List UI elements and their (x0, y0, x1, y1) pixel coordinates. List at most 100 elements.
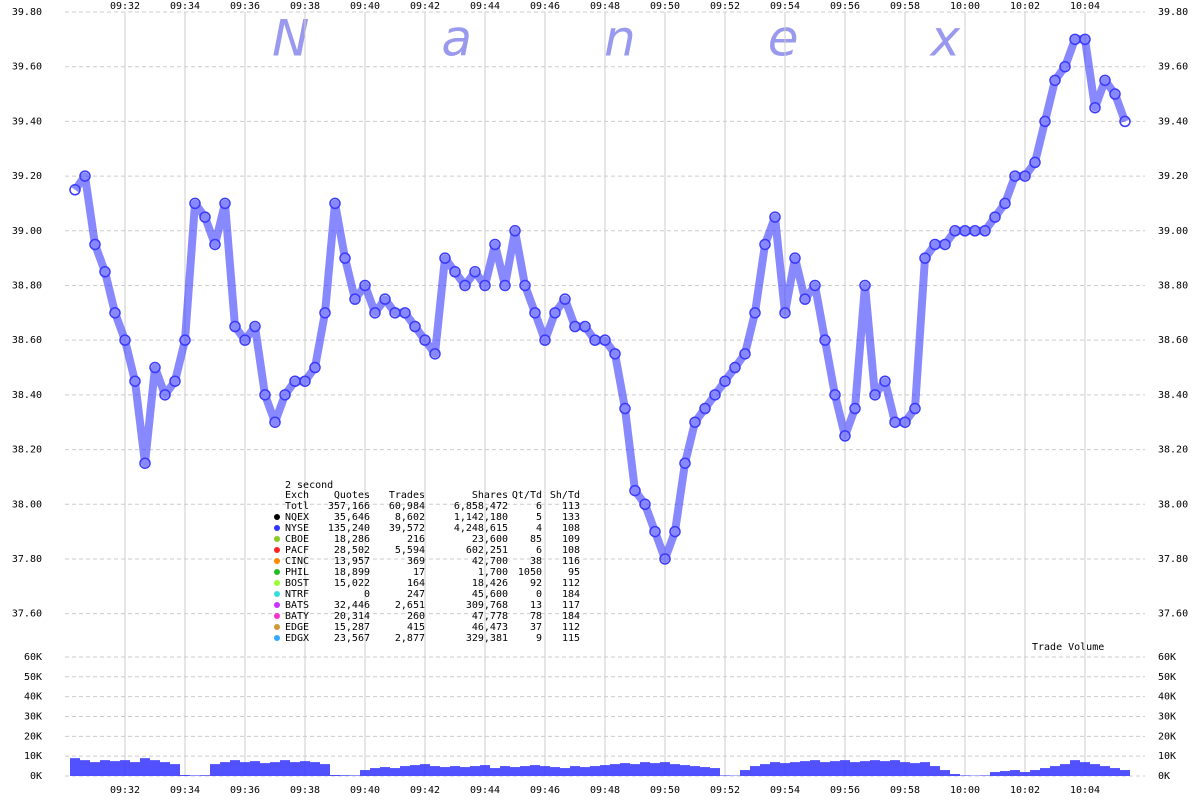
legend-cell: BOST (285, 578, 309, 589)
volume-bar (720, 775, 730, 776)
x-tick-label-bottom: 09:34 (170, 785, 200, 796)
price-point (79, 170, 91, 182)
legend-cell: 113 (562, 501, 580, 512)
volume-bar (1000, 771, 1010, 776)
volume-bar (510, 767, 520, 776)
price-point (919, 252, 931, 264)
volume-bar (890, 760, 900, 776)
x-tick-label-top: 09:40 (350, 1, 380, 12)
volume-tick-label-left: 40K (24, 692, 42, 703)
price-point (509, 225, 521, 237)
volume-bar (1040, 768, 1050, 776)
legend-cell: PACF (285, 545, 309, 556)
legend-cell: 112 (562, 578, 580, 589)
price-point (1019, 170, 1031, 182)
x-tick-label-bottom: 10:02 (1010, 785, 1040, 796)
volume-tick-label-right: 60K (1158, 652, 1176, 663)
price-point (359, 279, 371, 292)
price-point (149, 361, 161, 374)
volume-bar (540, 766, 550, 776)
price-point (409, 320, 421, 333)
legend-cell: CINC (285, 556, 309, 567)
y-tick-label-left: 37.80 (12, 554, 42, 565)
y-tick-label-left: 39.40 (12, 116, 42, 127)
volume-bar (850, 762, 860, 776)
legend-cell: Totl (285, 501, 309, 512)
volume-tick-label-right: 10K (1158, 751, 1176, 762)
legend-cell: 4,248,615 (454, 523, 508, 534)
legend-cell: 42,700 (472, 556, 508, 567)
price-point (549, 307, 561, 319)
y-tick-label-right: 39.40 (1158, 116, 1188, 127)
legend-swatch (274, 624, 280, 630)
legend-swatch (274, 558, 280, 564)
volume-tick-label-left: 30K (24, 711, 42, 722)
price-point (279, 389, 291, 401)
price-point (619, 402, 631, 415)
volume-bar (370, 768, 380, 776)
volume-bar (980, 775, 990, 776)
volume-bar (650, 763, 660, 776)
legend-cell: EDGX (285, 633, 309, 644)
volume-bar (630, 764, 640, 776)
legend-cell: 47,778 (472, 611, 508, 622)
volume-bar (1010, 770, 1020, 776)
volume-bar (490, 768, 500, 776)
volume-bar (390, 768, 400, 776)
legend-cell: 23,567 (334, 633, 370, 644)
legend-cell: BATY (285, 611, 309, 622)
y-tick-label-right: 39.00 (1158, 226, 1188, 237)
legend-cell: 369 (407, 556, 425, 567)
legend-cell: CBOE (285, 534, 309, 545)
legend-swatch (274, 525, 280, 531)
legend-cell: 135,240 (328, 523, 370, 534)
y-tick-label-left: 38.40 (12, 390, 42, 401)
y-tick-label-right: 39.20 (1158, 171, 1188, 182)
legend-cell: 6,858,472 (454, 501, 508, 512)
price-point (529, 307, 541, 319)
price-point (99, 266, 111, 278)
volume-bar (600, 765, 610, 776)
legend-cell: 602,251 (466, 545, 508, 556)
price-point (1049, 74, 1061, 87)
x-tick-label-bottom: 09:58 (890, 785, 920, 796)
volume-bar (910, 763, 920, 776)
legend-cell: 85 (530, 534, 542, 545)
legend-cell: 1050 (518, 567, 542, 578)
x-tick-label-top: 10:04 (1070, 1, 1100, 12)
y-tick-label-left: 38.00 (12, 499, 42, 510)
x-tick-label-top: 09:54 (770, 1, 800, 12)
volume-bar (670, 764, 680, 776)
legend-header: Trades (389, 490, 425, 501)
x-tick-label-top: 10:00 (950, 1, 980, 12)
price-point (849, 402, 861, 415)
price-point (159, 389, 171, 401)
legend-cell: 13,957 (334, 556, 370, 567)
volume-bar (740, 770, 750, 776)
price-point (689, 416, 701, 428)
volume-bar (210, 764, 220, 776)
volume-bar (690, 766, 700, 776)
price-point (89, 238, 101, 251)
legend-cell: 35,646 (334, 512, 370, 523)
price-point (789, 252, 801, 264)
price-point (1089, 101, 1101, 114)
price-point (349, 293, 361, 305)
volume-bar (840, 760, 850, 776)
legend-swatch (274, 580, 280, 586)
price-point (229, 320, 241, 333)
legend-cell: 18,426 (472, 578, 508, 589)
volume-bar (280, 760, 290, 776)
legend-cell: 6 (536, 501, 542, 512)
legend-swatch (274, 569, 280, 575)
volume-bar (640, 762, 650, 776)
price-point (749, 307, 761, 319)
price-point (799, 293, 811, 305)
price-point (319, 307, 331, 319)
x-tick-label-bottom: 10:04 (1070, 785, 1100, 796)
price-point (439, 252, 451, 264)
legend-cell: 1,700 (478, 567, 508, 578)
legend-cell: 5,594 (395, 545, 425, 556)
volume-bar (960, 775, 970, 776)
y-tick-label-left: 38.80 (12, 280, 42, 291)
